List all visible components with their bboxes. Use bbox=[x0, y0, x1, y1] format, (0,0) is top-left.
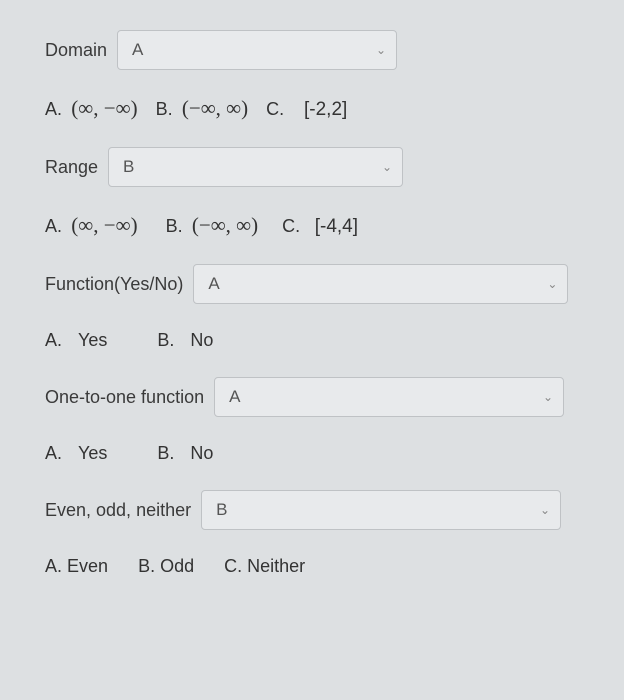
option-a: A.Yes bbox=[45, 330, 107, 351]
evenodd-select-value: B bbox=[216, 500, 227, 520]
onetoone-options: A.Yes B.No bbox=[45, 443, 579, 464]
evenodd-select[interactable]: B ⌄ bbox=[201, 490, 561, 530]
function-row: Function(Yes/No) A ⌄ bbox=[45, 264, 579, 304]
chevron-down-icon: ⌄ bbox=[376, 43, 386, 57]
chevron-down-icon: ⌄ bbox=[547, 277, 557, 291]
domain-options: A. (∞, −∞) B. (−∞, ∞) C. [-2,2] bbox=[45, 96, 579, 121]
range-select[interactable]: B ⌄ bbox=[108, 147, 403, 187]
function-label: Function(Yes/No) bbox=[45, 274, 183, 295]
function-select[interactable]: A ⌄ bbox=[193, 264, 568, 304]
option-b: B. Odd bbox=[138, 556, 194, 577]
option-a: A. (∞, −∞) bbox=[45, 213, 138, 238]
function-options: A.Yes B.No bbox=[45, 330, 579, 351]
evenodd-options: A. Even B. Odd C. Neither bbox=[45, 556, 579, 577]
chevron-down-icon: ⌄ bbox=[382, 160, 392, 174]
option-b: B. (−∞, ∞) bbox=[166, 213, 259, 238]
range-select-value: B bbox=[123, 157, 134, 177]
onetoone-select[interactable]: A ⌄ bbox=[214, 377, 564, 417]
option-b: B.No bbox=[157, 330, 213, 351]
domain-select[interactable]: A ⌄ bbox=[117, 30, 397, 70]
range-options: A. (∞, −∞) B. (−∞, ∞) C. [-4,4] bbox=[45, 213, 579, 238]
option-c: C. Neither bbox=[224, 556, 305, 577]
range-label: Range bbox=[45, 157, 98, 178]
chevron-down-icon: ⌄ bbox=[540, 503, 550, 517]
evenodd-label: Even, odd, neither bbox=[45, 500, 191, 521]
domain-select-value: A bbox=[132, 40, 143, 60]
option-a: A. (∞, −∞) bbox=[45, 96, 138, 121]
option-c: C. [-4,4] bbox=[282, 216, 358, 238]
range-row: Range B ⌄ bbox=[45, 147, 579, 187]
option-a: A. Even bbox=[45, 556, 108, 577]
function-select-value: A bbox=[208, 274, 219, 294]
onetoone-row: One-to-one function A ⌄ bbox=[45, 377, 579, 417]
option-b: B.No bbox=[157, 443, 213, 464]
onetoone-label: One-to-one function bbox=[45, 387, 204, 408]
evenodd-row: Even, odd, neither B ⌄ bbox=[45, 490, 579, 530]
option-c: C. [-2,2] bbox=[266, 99, 347, 121]
chevron-down-icon: ⌄ bbox=[543, 390, 553, 404]
option-a: A.Yes bbox=[45, 443, 107, 464]
domain-label: Domain bbox=[45, 40, 107, 61]
onetoone-select-value: A bbox=[229, 387, 240, 407]
domain-row: Domain A ⌄ bbox=[45, 30, 579, 70]
option-b: B. (−∞, ∞) bbox=[156, 96, 249, 121]
